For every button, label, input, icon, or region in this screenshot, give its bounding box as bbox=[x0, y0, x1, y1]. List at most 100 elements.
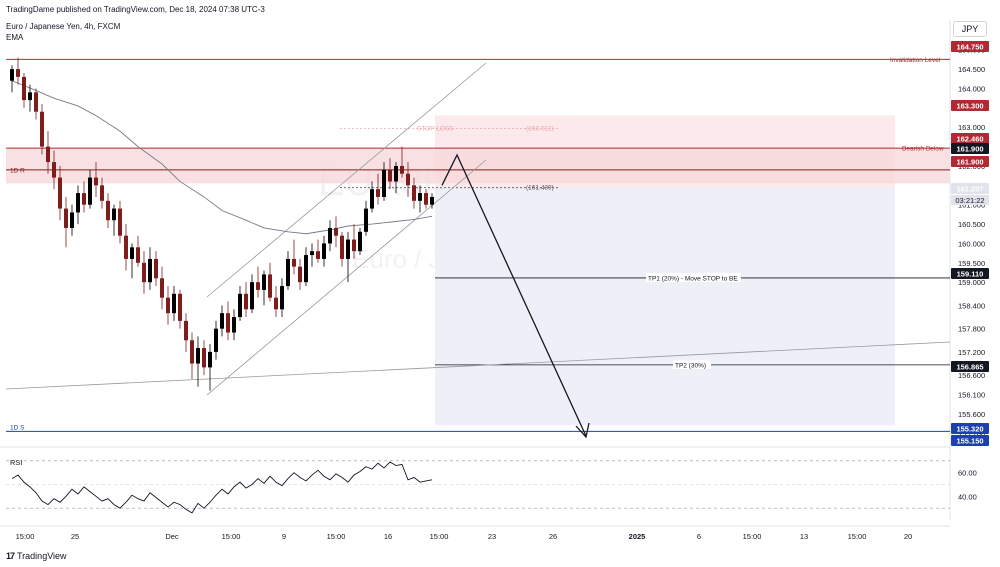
long-trend-line bbox=[5, 341, 951, 390]
price-tick-label: 159.500 bbox=[958, 259, 985, 268]
time-tick-label: 15:00 bbox=[327, 532, 346, 541]
candle-body bbox=[244, 293, 248, 310]
candle-body bbox=[70, 212, 74, 228]
time-tick-label: 16 bbox=[384, 532, 392, 541]
price-tag: 161.207 bbox=[956, 185, 983, 194]
candles-group bbox=[10, 57, 434, 391]
price-tag-bg bbox=[951, 156, 989, 167]
candle-body bbox=[382, 169, 386, 197]
candle-body bbox=[394, 165, 398, 182]
time-tick-label: 15:00 bbox=[743, 532, 762, 541]
price-tag-bg bbox=[951, 133, 989, 144]
price-tick-label: 155.600 bbox=[958, 410, 985, 419]
time-tick-label: 15:00 bbox=[16, 532, 35, 541]
time-tick-label: 25 bbox=[71, 532, 79, 541]
candle-body bbox=[406, 173, 410, 186]
candle-body bbox=[250, 282, 254, 310]
price-tick-label: 157.200 bbox=[958, 348, 985, 357]
candle-body bbox=[166, 297, 170, 314]
time-tick-label: 26 bbox=[549, 532, 557, 541]
price-tag: 155.320 bbox=[956, 425, 983, 434]
candle-body bbox=[268, 274, 272, 298]
price-tag: 164.750 bbox=[956, 43, 983, 52]
price-tag: 156.865 bbox=[956, 363, 983, 372]
candle-body bbox=[178, 293, 182, 321]
tradingview-logo-text: TradingView bbox=[17, 551, 67, 561]
candle-body bbox=[226, 313, 230, 333]
price-tick-label: 164.500 bbox=[958, 65, 985, 74]
tradingview-logo[interactable]: 17 TradingView bbox=[6, 551, 67, 561]
ema-legend[interactable]: EMA bbox=[6, 33, 24, 42]
time-tick-label: 23 bbox=[488, 532, 496, 541]
rsi-tick-label: 40.00 bbox=[958, 492, 977, 501]
time-tick-label: Dec bbox=[165, 532, 179, 541]
candle-body bbox=[412, 185, 416, 201]
candle-body bbox=[352, 239, 356, 252]
price-tag-bg bbox=[951, 423, 989, 434]
price-tag-bg bbox=[951, 361, 989, 372]
candle-body bbox=[46, 146, 50, 163]
price-tick-label: 157.800 bbox=[958, 325, 985, 334]
time-tick-label: 15:00 bbox=[848, 532, 867, 541]
price-tag: 162.460 bbox=[956, 135, 983, 144]
rsi-tick-label: 60.00 bbox=[958, 469, 977, 478]
candle-body bbox=[34, 92, 38, 112]
rsi-line bbox=[11, 461, 433, 514]
candle-body bbox=[346, 239, 350, 259]
price-tick-label: 160.000 bbox=[958, 239, 985, 248]
candle-body bbox=[340, 235, 344, 259]
candle-body bbox=[82, 193, 86, 205]
candle-body bbox=[172, 293, 176, 314]
price-tick-label: 156.100 bbox=[958, 391, 985, 400]
candle-body bbox=[118, 208, 122, 236]
candle-body bbox=[286, 258, 290, 287]
candle-body bbox=[184, 320, 188, 341]
candle-body bbox=[358, 231, 362, 252]
projection-path bbox=[441, 153, 587, 437]
price-tick-label: 163.000 bbox=[958, 123, 985, 132]
candle-body bbox=[316, 251, 320, 259]
candle-body bbox=[124, 235, 128, 259]
target-zone bbox=[435, 187, 895, 426]
support-label: 1D S bbox=[10, 424, 25, 431]
candle-body bbox=[322, 243, 326, 259]
invalidation-label: Invalidation Level bbox=[890, 57, 941, 64]
candle-body bbox=[220, 313, 224, 329]
price-tag-bg bbox=[951, 143, 989, 154]
countdown-bg bbox=[951, 195, 989, 205]
candle-body bbox=[28, 92, 32, 101]
tp1-label-bg bbox=[646, 272, 741, 282]
candle-body bbox=[238, 293, 242, 318]
currency-button[interactable]: JPY bbox=[953, 21, 987, 37]
price-tick-label: 160.500 bbox=[958, 220, 985, 229]
candle-body bbox=[310, 251, 314, 256]
candle-body bbox=[100, 185, 104, 201]
channel-upper-line bbox=[206, 62, 487, 298]
tradingview-logo-icon: 17 bbox=[6, 551, 15, 561]
candle-body bbox=[112, 208, 116, 221]
price-tick-label: 156.600 bbox=[958, 371, 985, 380]
candle-body bbox=[130, 247, 134, 259]
channel-lower-line bbox=[206, 159, 487, 396]
candle-body bbox=[304, 255, 308, 283]
candle-body bbox=[370, 189, 374, 209]
symbol-legend[interactable]: Euro / Japanese Yen, 4h, FXCM bbox=[6, 22, 121, 31]
candle-body bbox=[364, 208, 368, 232]
price-tag-bg bbox=[951, 183, 989, 194]
price-tag-bg bbox=[951, 41, 989, 52]
candle-body bbox=[280, 286, 284, 310]
candle-body bbox=[208, 351, 212, 368]
price-tag: 159.110 bbox=[957, 270, 984, 279]
price-tag: 155.150 bbox=[956, 437, 983, 446]
tp1-label: TP1 (20%) - Move STOP to BE bbox=[648, 275, 738, 282]
candle-body bbox=[106, 200, 110, 221]
price-tag-bg bbox=[951, 268, 989, 279]
candle-body bbox=[256, 282, 260, 290]
entry-bracket: (161.439) bbox=[526, 185, 554, 192]
resistance-label: 1D R bbox=[10, 167, 25, 174]
bearish-below-label: Bearish Below bbox=[902, 146, 944, 153]
candle-body bbox=[274, 297, 278, 310]
time-tick-label: 20 bbox=[904, 532, 912, 541]
candle-body bbox=[298, 266, 302, 283]
